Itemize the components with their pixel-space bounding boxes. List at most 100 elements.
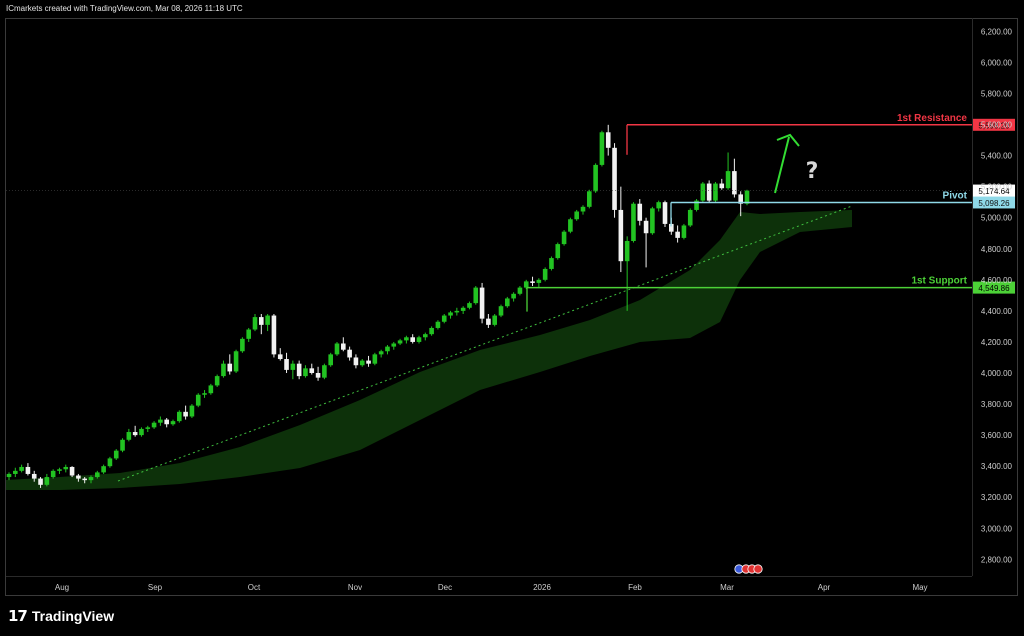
candle-body (151, 422, 157, 428)
candle-body (706, 183, 712, 201)
candle-body (435, 321, 441, 328)
candle-body (542, 268, 548, 280)
candle-body (208, 385, 214, 394)
price-tick-label: 4,200.00 (981, 338, 1013, 347)
candle-body (568, 219, 573, 232)
candle-body (656, 202, 661, 209)
candle-body (391, 343, 397, 347)
time-tick-label: Oct (248, 583, 261, 592)
candle-body (662, 202, 668, 224)
price-tick-label: 3,000.00 (981, 524, 1013, 533)
candle-body (429, 327, 434, 335)
price-tick-label: 3,200.00 (981, 493, 1013, 502)
candle-body (448, 312, 453, 316)
candle-body (44, 477, 50, 485)
candle-body (158, 419, 163, 423)
candle-body (713, 183, 718, 201)
candle-body (214, 376, 220, 386)
candle-body (732, 171, 737, 195)
price-tick-label: 6,000.00 (981, 58, 1013, 67)
candle-body (574, 211, 579, 220)
candle-body (511, 293, 516, 299)
candle-body (233, 351, 239, 372)
level-price-tag (973, 196, 1015, 209)
candle-body (328, 354, 333, 366)
last-price-label: 5,174.64 (978, 187, 1010, 196)
candle-body (669, 223, 674, 232)
candle-body (486, 318, 491, 325)
candle-body (505, 298, 510, 307)
candle-body (467, 303, 472, 308)
candle-body (195, 394, 201, 406)
candle-body (549, 258, 554, 269)
candle-body (385, 346, 390, 352)
candle-body (561, 231, 567, 245)
economic-event-marker (753, 564, 763, 574)
candle-body (725, 171, 731, 189)
time-tick-label: Dec (438, 583, 452, 592)
level-price-label: 4,549.86 (978, 284, 1010, 293)
candle-body (221, 363, 226, 377)
candle-body (265, 315, 270, 325)
candle-body (530, 281, 535, 283)
tradingview-logo-icon: 17 (8, 607, 28, 625)
candle-body (605, 132, 611, 148)
time-tick-label: Apr (818, 583, 831, 592)
candle-body (101, 466, 106, 473)
candle-body (517, 287, 523, 294)
candle-body (637, 203, 643, 221)
candle-body (296, 363, 302, 377)
time-tick-label: Nov (348, 583, 362, 592)
candle-body (700, 183, 706, 201)
candle-body (315, 373, 321, 378)
candle-body (353, 357, 359, 366)
candle-body (290, 363, 296, 370)
chart-frame (5, 18, 1018, 596)
price-tick-label: 5,200.00 (981, 183, 1013, 192)
tradingview-logo[interactable]: 17 TradingView (8, 607, 114, 625)
candle-body (599, 132, 605, 165)
candle-body (372, 354, 378, 364)
up-arrow-shaft (774, 136, 790, 194)
candle-body (378, 351, 384, 355)
candle-body (57, 469, 62, 471)
time-tick-label: 2026 (533, 583, 551, 592)
candle-body (164, 419, 169, 425)
price-tick-label: 5,000.00 (981, 214, 1013, 223)
candle-body (694, 200, 699, 210)
tradingview-brand: TradingView (31, 608, 115, 624)
price-tick-label: 3,400.00 (981, 462, 1013, 471)
candle-body (120, 439, 125, 451)
price-axis: 2,800.00 3,000.00 3,200.00 3,400.00 3,600.00… (981, 27, 1013, 564)
candle-body (95, 472, 100, 478)
candle-body (132, 432, 138, 436)
candle-body (341, 343, 346, 350)
candle-body (50, 470, 56, 478)
candle-body (460, 307, 466, 311)
level-price-tag (973, 281, 1015, 294)
price-tick-label: 5,400.00 (981, 152, 1013, 161)
candle-body (38, 478, 43, 485)
candle-body (618, 209, 624, 262)
candle-body (76, 475, 81, 479)
levels: 1st Resistance 5,598.20 Pivot 5,098.26 1st S… (6, 113, 1015, 312)
candle-body (441, 315, 447, 322)
candle-body (277, 354, 283, 360)
candle-body (309, 368, 315, 373)
candle-body (719, 183, 725, 189)
time-tick-label: Aug (55, 583, 69, 592)
time-tick-label: Feb (628, 583, 642, 592)
price-tick-label: 4,000.00 (981, 369, 1013, 378)
cloud-area (6, 210, 852, 490)
candle-body (252, 317, 258, 330)
question-mark: ? (806, 159, 819, 184)
candle-body (593, 164, 598, 192)
price-tick-label: 5,800.00 (981, 89, 1013, 98)
candle-body (322, 365, 327, 378)
price-tick-label: 6,200.00 (981, 27, 1013, 36)
candle-body (13, 470, 18, 474)
candle-body (397, 340, 403, 344)
candle-body (126, 432, 132, 440)
rising-trendline (117, 205, 853, 482)
